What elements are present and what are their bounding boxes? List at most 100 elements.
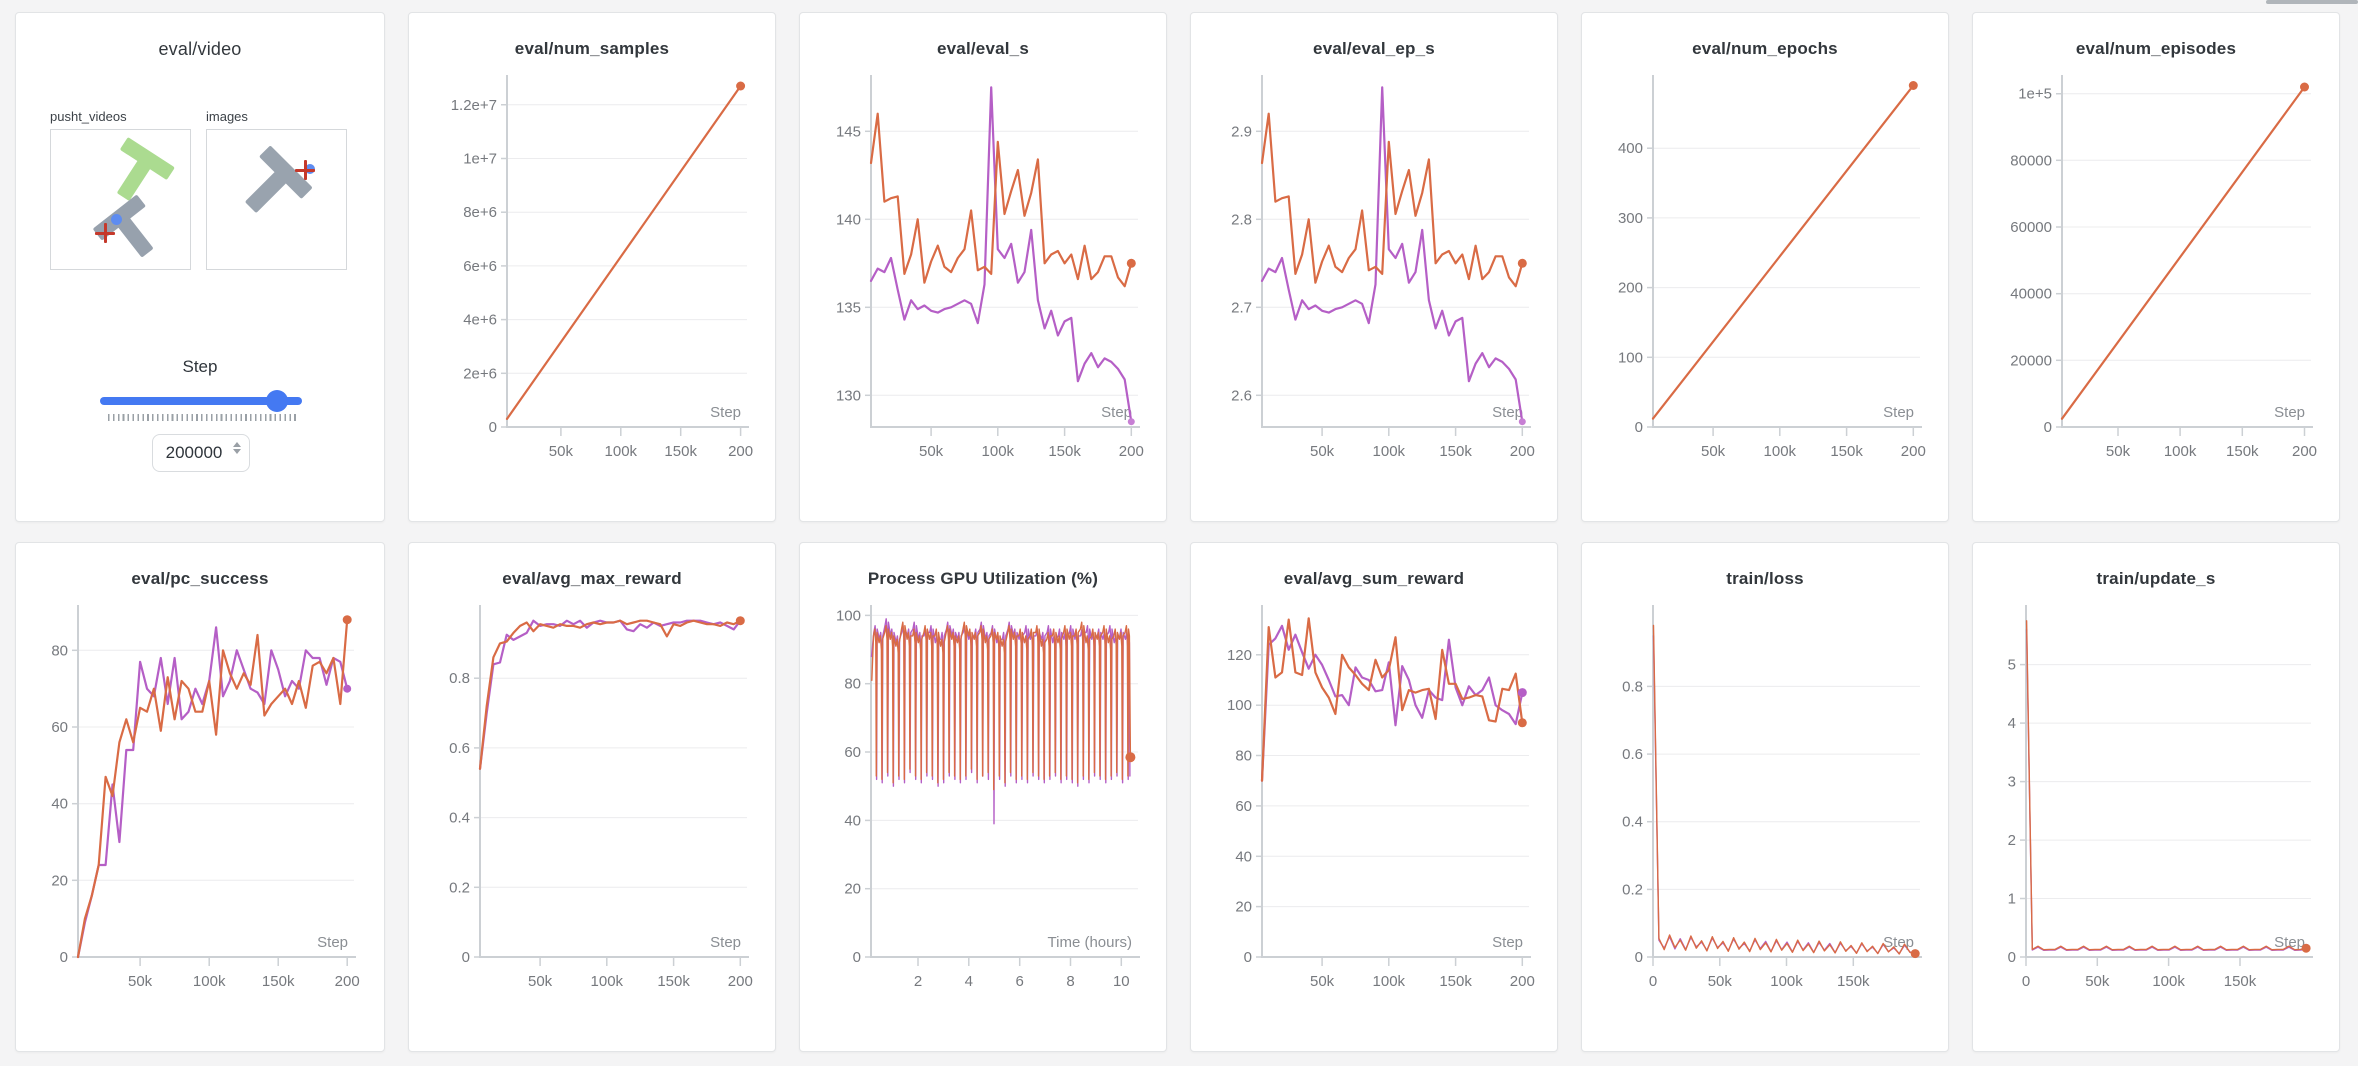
- step-slider[interactable]: [100, 397, 302, 405]
- series-line-orange: [2060, 85, 2306, 420]
- x-tick-label: 10: [1113, 973, 1130, 990]
- x-tick-label: 0: [1649, 973, 1657, 990]
- chart-panel-eval-avg-max-reward[interactable]: eval/avg_max_reward 0 0.2 0.4 0.6 0.8 50k 100k 1…: [408, 542, 776, 1052]
- x-tick-label: 200: [1510, 973, 1535, 990]
- series-line-purple: [1652, 635, 1916, 955]
- y-tick-label: 80: [1235, 748, 1252, 765]
- series-end-dot: [1127, 418, 1135, 426]
- y-tick-label: 130: [836, 387, 861, 404]
- y-tick-label: 0: [853, 949, 861, 966]
- step-slider-label: Step: [182, 357, 218, 376]
- series-line-orange: [2025, 620, 2307, 951]
- series-line-orange: [76, 618, 349, 959]
- step-input-wrap: [152, 434, 250, 472]
- y-tick-label: 100: [1227, 697, 1252, 714]
- x-tick-label: 150k: [1837, 973, 1870, 990]
- series-line-orange: [1651, 84, 1915, 420]
- y-tick-label: 120: [1227, 647, 1252, 664]
- stepper-down-icon[interactable]: [233, 449, 241, 454]
- series-line-orange: [1260, 617, 1524, 782]
- chart-panel-process-gpu-utilization[interactable]: Process GPU Utilization (%) 0 20 40 60 80 100 2…: [799, 542, 1167, 1052]
- y-tick-label: 0: [2044, 419, 2052, 436]
- target-cross-icon: [295, 160, 315, 180]
- series-end-dot: [1518, 418, 1526, 426]
- images-thumbnail[interactable]: [206, 129, 347, 270]
- chart-panel-train-update-s[interactable]: train/update_s 0 1 2 3 4 5 0 50k 100k 150k Step: [1972, 542, 2340, 1052]
- step-stepper[interactable]: [233, 442, 241, 454]
- y-tick-label: 2.6: [1231, 387, 1252, 404]
- pusht-video-thumbnail[interactable]: [50, 129, 191, 270]
- x-tick-label: 150k: [1830, 443, 1863, 460]
- x-axis-title: Step: [1883, 404, 1914, 421]
- x-tick-label: 50k: [1701, 443, 1726, 460]
- chart-panel-eval-eval-s[interactable]: eval/eval_s 130 135 140 145 50k 100k 150k 200 Ste…: [799, 12, 1167, 522]
- series-end-dot: [2300, 82, 2309, 92]
- x-tick-label: 50k: [919, 443, 944, 460]
- y-tick-label: 60: [1235, 798, 1252, 815]
- chart-panel-eval-pc-success[interactable]: eval/pc_success 0 20 40 60 80 50k 100k 150k 200 St…: [15, 542, 385, 1052]
- chart-panel-eval-avg-sum-reward[interactable]: eval/avg_sum_reward 0 20 40 60 80 100 120 50k 100…: [1190, 542, 1558, 1052]
- y-tick-label: 1e+5: [2018, 86, 2052, 103]
- chart-plot: 0 2e+6 4e+6 6e+6 8e+6 1e+7 1.2e+7 50k 100k 150k 20…: [451, 75, 753, 460]
- media-panel-eval-video[interactable]: eval/video pusht_videos images Step: [15, 12, 385, 522]
- y-tick-label: 60: [51, 719, 68, 736]
- series-end-dot: [342, 615, 352, 625]
- x-axis-title: Step: [1492, 404, 1523, 421]
- chart-plot: 0 20 40 60 80 100 2 4 6 8 10 Time (hours): [836, 605, 1140, 990]
- x-tick-label: 2: [914, 973, 922, 990]
- y-tick-label: 0.6: [1622, 746, 1643, 763]
- x-tick-label: 8: [1066, 973, 1074, 990]
- y-tick-label: 3: [2008, 774, 2016, 791]
- y-tick-label: 5: [2008, 657, 2016, 674]
- chart-panel-eval-eval-ep-s[interactable]: eval/eval_ep_s 2.6 2.7 2.8 2.9 50k 100k 150k 200…: [1190, 12, 1558, 522]
- x-axis-title: Step: [710, 934, 741, 951]
- series-line-purple: [869, 86, 1133, 423]
- y-tick-label: 40000: [2010, 286, 2052, 303]
- agent-dot-icon: [111, 214, 122, 225]
- series-end-dot: [1517, 718, 1527, 728]
- chart-title: eval/num_episodes: [2075, 39, 2237, 58]
- x-axis-title: Step: [1492, 934, 1523, 951]
- series-line-purple: [76, 626, 349, 959]
- x-tick-label: 150k: [2224, 973, 2257, 990]
- x-tick-label: 200: [1901, 443, 1926, 460]
- x-tick-label: 100k: [1373, 443, 1406, 460]
- stepper-up-icon[interactable]: [233, 442, 241, 447]
- series-line-purple: [1260, 86, 1524, 423]
- series-line-purple: [2025, 628, 2307, 951]
- y-tick-label: 80000: [2010, 152, 2052, 169]
- x-tick-label: 100k: [605, 443, 638, 460]
- x-tick-label: 200: [1119, 443, 1144, 460]
- series-end-dot: [1517, 688, 1527, 698]
- series-line-orange: [871, 621, 1132, 791]
- y-tick-label: 0.8: [1622, 678, 1643, 695]
- y-tick-label: 0: [1244, 949, 1252, 966]
- chart-panel-eval-num-episodes[interactable]: eval/num_episodes 0 20000 40000 60000 80000 1e…: [1972, 12, 2340, 522]
- y-tick-label: 1e+7: [463, 151, 497, 168]
- x-tick-label: 50k: [549, 443, 574, 460]
- x-tick-label: 150k: [1048, 443, 1081, 460]
- chart-plot: 0 1 2 3 4 5 0 50k 100k 150k Step: [2008, 605, 2313, 990]
- x-tick-label: 100k: [2164, 443, 2197, 460]
- y-tick-label: 2.8: [1231, 211, 1252, 228]
- x-tick-label: 200: [728, 973, 753, 990]
- x-tick-label: 50k: [1310, 973, 1335, 990]
- x-tick-label: 150k: [1439, 443, 1472, 460]
- series-end-dot: [1517, 258, 1527, 268]
- series-line-purple: [1260, 624, 1524, 782]
- x-tick-label: 100k: [2152, 973, 2185, 990]
- chart-panel-eval-num-samples[interactable]: eval/num_samples 0 2e+6 4e+6 6e+6 8e+6 1e+7 1.2…: [408, 12, 776, 522]
- chart-panel-eval-num-epochs[interactable]: eval/num_epochs 0 100 200 300 400 50k 100k 150k 2…: [1581, 12, 1949, 522]
- y-tick-label: 2: [2008, 832, 2016, 849]
- y-tick-label: 20000: [2010, 352, 2052, 369]
- y-tick-label: 0: [489, 419, 497, 436]
- chart-title: Process GPU Utilization (%): [867, 569, 1099, 588]
- step-slider-thumb[interactable]: [266, 390, 288, 412]
- chart-plot: 0 100 200 300 400 50k 100k 150k 200 Step: [1618, 75, 1926, 460]
- x-tick-label: 100k: [1764, 443, 1797, 460]
- y-tick-label: 20: [1235, 899, 1252, 916]
- series-line-orange: [1260, 112, 1524, 288]
- y-tick-label: 300: [1618, 210, 1643, 227]
- series-line-purple: [478, 619, 742, 770]
- chart-panel-train-loss[interactable]: train/loss 0 0.2 0.4 0.6 0.8 0 50k 100k 150k Step: [1581, 542, 1949, 1052]
